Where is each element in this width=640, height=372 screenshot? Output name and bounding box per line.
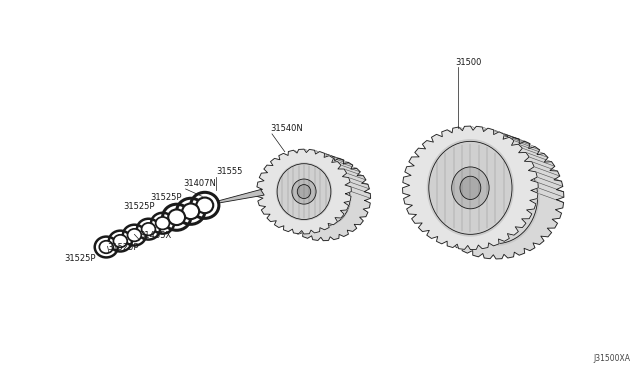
Ellipse shape: [276, 162, 332, 221]
Ellipse shape: [427, 139, 514, 237]
Ellipse shape: [177, 198, 205, 224]
Ellipse shape: [292, 179, 316, 204]
Ellipse shape: [277, 164, 331, 219]
Ellipse shape: [163, 204, 191, 230]
Ellipse shape: [141, 223, 156, 235]
Text: 31407N: 31407N: [184, 179, 216, 188]
Ellipse shape: [297, 185, 311, 199]
Text: 31435X: 31435X: [140, 231, 172, 240]
Polygon shape: [403, 126, 538, 250]
Polygon shape: [428, 135, 564, 259]
Ellipse shape: [211, 201, 219, 204]
Ellipse shape: [452, 148, 540, 246]
Ellipse shape: [454, 151, 538, 244]
Ellipse shape: [191, 192, 219, 218]
Text: 31525P: 31525P: [124, 202, 155, 211]
Ellipse shape: [95, 237, 118, 257]
Ellipse shape: [156, 217, 170, 230]
Ellipse shape: [429, 141, 512, 234]
Polygon shape: [257, 149, 351, 234]
Ellipse shape: [196, 198, 213, 213]
Ellipse shape: [452, 167, 489, 209]
Ellipse shape: [123, 225, 146, 246]
Text: 31525P: 31525P: [108, 243, 139, 252]
Ellipse shape: [127, 229, 141, 241]
Ellipse shape: [113, 235, 127, 247]
Polygon shape: [214, 190, 264, 203]
Text: 31555: 31555: [216, 167, 243, 176]
Ellipse shape: [151, 213, 174, 234]
Text: 31525P: 31525P: [150, 193, 182, 202]
Text: 31525P: 31525P: [64, 254, 95, 263]
Text: J31500XA: J31500XA: [593, 354, 630, 363]
Polygon shape: [276, 156, 371, 241]
Ellipse shape: [295, 169, 351, 228]
Ellipse shape: [109, 231, 132, 251]
Ellipse shape: [182, 203, 199, 219]
Text: 31500: 31500: [456, 58, 482, 67]
Ellipse shape: [168, 209, 185, 225]
Ellipse shape: [296, 170, 350, 226]
Text: 31540N: 31540N: [270, 124, 303, 133]
Ellipse shape: [99, 241, 113, 253]
Ellipse shape: [137, 219, 160, 240]
Ellipse shape: [460, 176, 481, 199]
